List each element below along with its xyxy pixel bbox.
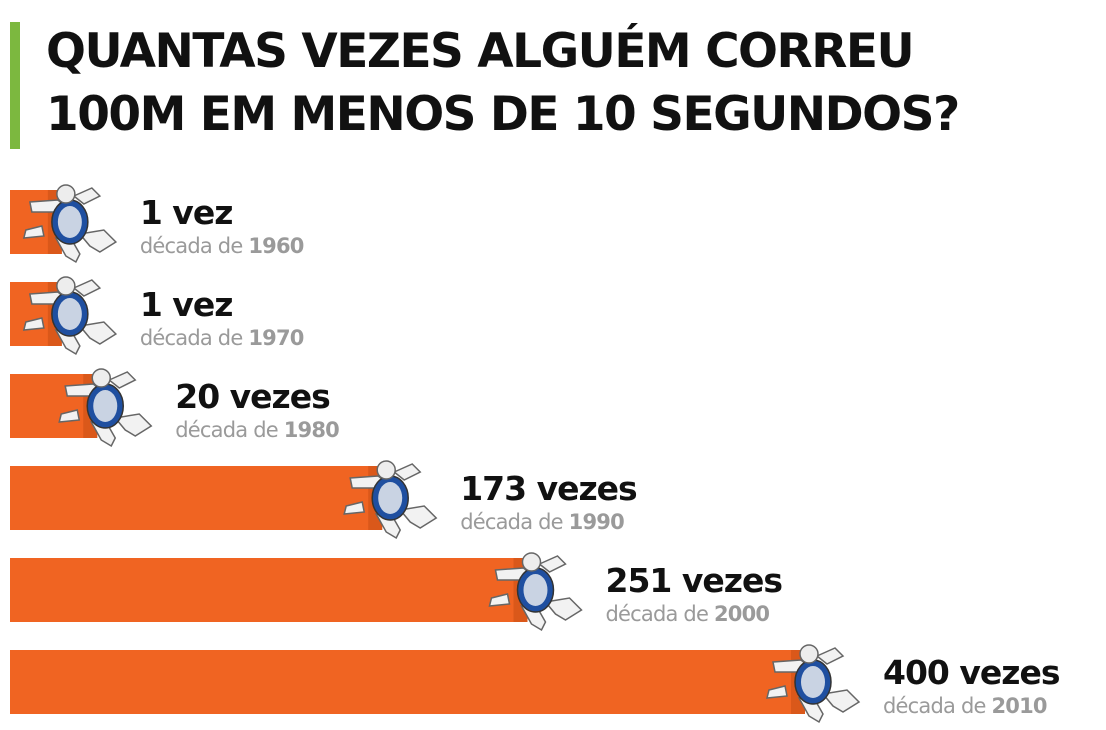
decade-year: 1960 [248,234,303,258]
decade-year: 1980 [284,418,339,442]
bar [10,558,528,622]
value-label: 20 vezes [175,377,330,416]
bar [10,650,805,714]
decade-year: 2000 [714,602,769,626]
value-label: 251 vezes [605,561,782,600]
decade-prefix: década de [140,326,248,350]
chart-title-line-1: QUANTAS VEZES ALGUÉM CORREU [46,24,915,79]
title-accent-bar [10,22,20,149]
decade-label: década de 1990 [460,510,624,534]
decade-year: 1970 [248,326,303,350]
decade-year: 1990 [569,510,624,534]
value-label: 400 vezes [883,653,1060,692]
decade-label: década de 1960 [140,234,304,258]
decade-label: década de 2010 [883,694,1047,718]
value-label: 173 vezes [460,469,637,508]
decade-prefix: década de [175,418,283,442]
value-label: 1 vez [140,193,233,232]
decade-prefix: década de [605,602,713,626]
bar [10,466,383,530]
chart-title: QUANTAS VEZES ALGUÉM CORREU 100M EM MENO… [46,20,1096,146]
decade-label: década de 1970 [140,326,304,350]
decade-label: década de 1980 [175,418,339,442]
chart-title-line-2: 100M EM MENOS DE 10 SEGUNDOS? [46,87,960,142]
value-label: 1 vez [140,285,233,324]
decade-label: década de 2000 [605,602,769,626]
decade-prefix: década de [883,694,991,718]
decade-prefix: década de [140,234,248,258]
decade-prefix: década de [460,510,568,534]
decade-year: 2010 [991,694,1046,718]
